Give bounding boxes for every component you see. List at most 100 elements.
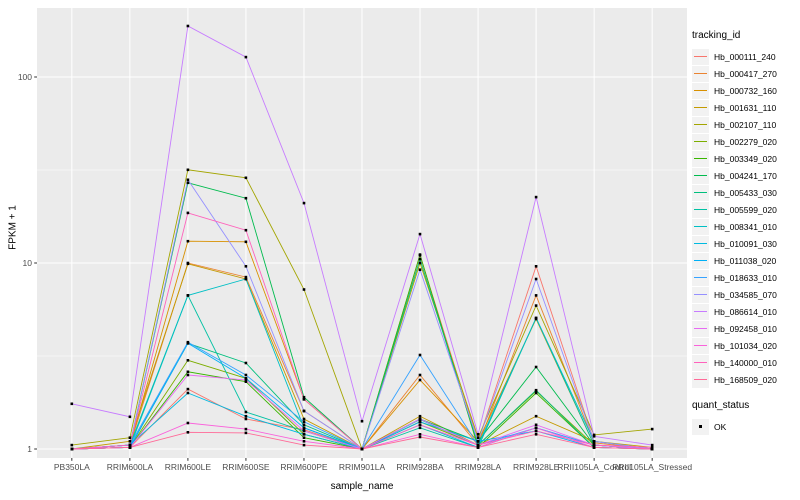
data-point-marker bbox=[650, 443, 654, 447]
data-point-marker bbox=[302, 423, 306, 427]
legend-line-swatch bbox=[692, 371, 709, 388]
legend-line-swatch bbox=[692, 320, 709, 337]
data-point-marker bbox=[418, 423, 422, 427]
series-color-line-icon bbox=[694, 157, 707, 160]
data-point-marker bbox=[244, 176, 248, 180]
legend-item: Hb_140000_010 bbox=[692, 354, 777, 371]
series-color-line-icon bbox=[694, 293, 707, 296]
series-color-line-icon bbox=[694, 123, 707, 126]
legend-line-swatch bbox=[692, 48, 709, 65]
quant-status-legend-title: quant_status bbox=[692, 400, 750, 411]
legend-item: Hb_002107_110 bbox=[692, 116, 777, 133]
series-color-line-icon bbox=[694, 276, 707, 279]
data-point-marker bbox=[476, 440, 480, 443]
data-point-marker bbox=[186, 391, 190, 395]
data-point-marker bbox=[128, 443, 132, 447]
x-tick-label: RRIM600PE bbox=[280, 462, 328, 472]
data-point-marker bbox=[244, 373, 248, 377]
legend-line-swatch bbox=[692, 133, 709, 150]
data-point-marker bbox=[302, 426, 306, 430]
data-point-marker bbox=[650, 447, 654, 451]
legend-line-swatch bbox=[692, 337, 709, 354]
data-point-marker bbox=[418, 417, 422, 421]
data-point-marker bbox=[534, 365, 538, 369]
legend-line-swatch bbox=[692, 82, 709, 99]
data-point-marker bbox=[592, 446, 596, 449]
data-point-marker bbox=[70, 443, 74, 447]
legend-item: Hb_086614_010 bbox=[692, 303, 777, 320]
legend-item-label: Hb_005433_030 bbox=[714, 187, 777, 198]
legend-item-label: Hb_003349_020 bbox=[714, 153, 777, 164]
series-color-line-icon bbox=[694, 378, 707, 381]
data-point-marker bbox=[128, 446, 132, 449]
data-point-marker bbox=[128, 440, 132, 443]
data-point-marker bbox=[244, 361, 248, 365]
series-color-line-icon bbox=[694, 259, 707, 262]
data-point-marker bbox=[186, 359, 190, 362]
data-point-marker bbox=[244, 265, 248, 268]
data-point-marker bbox=[302, 398, 306, 401]
legend-item: Hb_001631_110 bbox=[692, 99, 777, 116]
data-point-marker bbox=[186, 431, 190, 434]
data-point-marker bbox=[592, 443, 596, 447]
legend-item-label: Hb_008341_010 bbox=[714, 221, 777, 232]
series-color-line-icon bbox=[694, 106, 707, 109]
legend-item-label: Hb_140000_010 bbox=[714, 357, 777, 368]
data-point-marker bbox=[476, 436, 480, 439]
data-point-marker bbox=[186, 387, 190, 391]
data-point-marker bbox=[360, 419, 364, 423]
legend-item: Hb_011038_020 bbox=[692, 252, 777, 269]
filled-square-marker-icon bbox=[698, 424, 702, 428]
legend-line-swatch bbox=[692, 303, 709, 320]
x-tick-label: RRIM928LA bbox=[454, 462, 502, 472]
data-point-marker bbox=[418, 378, 422, 382]
series-color-line-icon bbox=[694, 361, 707, 364]
legend-item-label: Hb_000732_160 bbox=[714, 85, 777, 96]
legend-item-label: Hb_168509_020 bbox=[714, 374, 777, 385]
legend-item-label: Hb_010091_030 bbox=[714, 238, 777, 249]
quant-status-legend: quant_status OK bbox=[692, 400, 749, 435]
legend-item: Hb_092458_010 bbox=[692, 320, 777, 337]
data-point-marker bbox=[650, 446, 654, 449]
data-point-marker bbox=[418, 420, 422, 424]
y-tick-label: 100 bbox=[17, 72, 32, 82]
legend-item: Hb_034585_070 bbox=[692, 286, 777, 303]
data-point-marker bbox=[244, 410, 248, 414]
data-point-marker bbox=[534, 429, 538, 433]
data-point-marker bbox=[186, 421, 190, 425]
legend-line-swatch bbox=[692, 354, 709, 371]
data-point-marker bbox=[302, 288, 306, 291]
data-point-marker bbox=[70, 447, 74, 451]
legend-item-label: Hb_002279_020 bbox=[714, 136, 777, 147]
data-point-marker bbox=[244, 377, 248, 380]
data-point-marker bbox=[186, 294, 190, 297]
legend-line-swatch bbox=[692, 235, 709, 252]
data-point-marker bbox=[418, 433, 422, 436]
data-point-marker bbox=[534, 433, 538, 436]
series-color-line-icon bbox=[694, 344, 707, 347]
legend-line-swatch bbox=[692, 184, 709, 201]
series-color-line-icon bbox=[694, 55, 707, 58]
legend-line-swatch bbox=[692, 99, 709, 116]
series-color-line-icon bbox=[694, 208, 707, 211]
data-point-marker bbox=[244, 414, 248, 418]
legend-item: Hb_002279_020 bbox=[692, 133, 777, 150]
data-point-marker bbox=[476, 446, 480, 449]
data-point-marker bbox=[476, 433, 480, 436]
x-tick-label: RRII105LA_Control bbox=[557, 462, 631, 472]
data-point-marker bbox=[244, 275, 248, 279]
legend-item: Hb_004241_170 bbox=[692, 167, 777, 184]
data-point-marker bbox=[186, 373, 190, 377]
data-point-marker bbox=[302, 429, 306, 433]
data-point-marker bbox=[244, 55, 248, 59]
data-point-marker bbox=[302, 409, 306, 413]
series-color-line-icon bbox=[694, 242, 707, 245]
legend-line-swatch bbox=[692, 116, 709, 133]
data-point-marker bbox=[592, 440, 596, 443]
data-point-marker bbox=[186, 262, 190, 266]
data-point-marker bbox=[418, 257, 422, 261]
legend-item: Hb_005599_020 bbox=[692, 201, 777, 218]
data-point-marker bbox=[186, 211, 190, 215]
legend-line-swatch bbox=[692, 167, 709, 184]
data-point-marker bbox=[534, 277, 538, 281]
